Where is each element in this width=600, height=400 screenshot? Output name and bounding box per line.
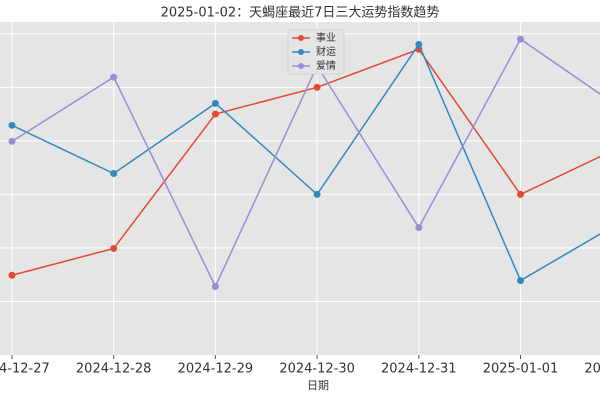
legend-marker [298,35,304,41]
point [110,73,118,81]
point [110,244,118,252]
point [211,110,219,118]
legend-marker [298,49,304,55]
x-tick-label: 2025-01-02 [584,362,600,377]
point [415,224,423,232]
point [8,121,16,129]
point [517,35,524,43]
point [313,190,321,198]
x-tick-label: 2025-01-01 [483,362,559,377]
point [8,271,16,279]
legend-label: 财运 [316,45,336,58]
point [211,99,219,107]
x-axis-label: 日期 [307,379,329,392]
point [313,83,321,91]
x-tick-label: 2024-12-28 [76,362,152,377]
point [517,190,524,198]
x-tick-label: 2024-12-31 [381,362,457,377]
x-tick-label: 2024-12-27 [0,362,50,377]
point [415,40,423,48]
legend [287,29,345,75]
x-tick-label: 2024-12-30 [279,362,355,377]
point [517,277,524,285]
legend-marker [298,63,304,69]
legend-label: 爱情 [316,59,336,72]
chart-title: 2025-01-02：天蝎座最近7日三大运势指数趋势 [161,5,440,21]
legend-label: 事业 [316,31,336,44]
point [211,282,219,290]
x-tick-label: 2024-12-29 [178,362,254,377]
point [110,170,118,178]
point [8,137,16,145]
